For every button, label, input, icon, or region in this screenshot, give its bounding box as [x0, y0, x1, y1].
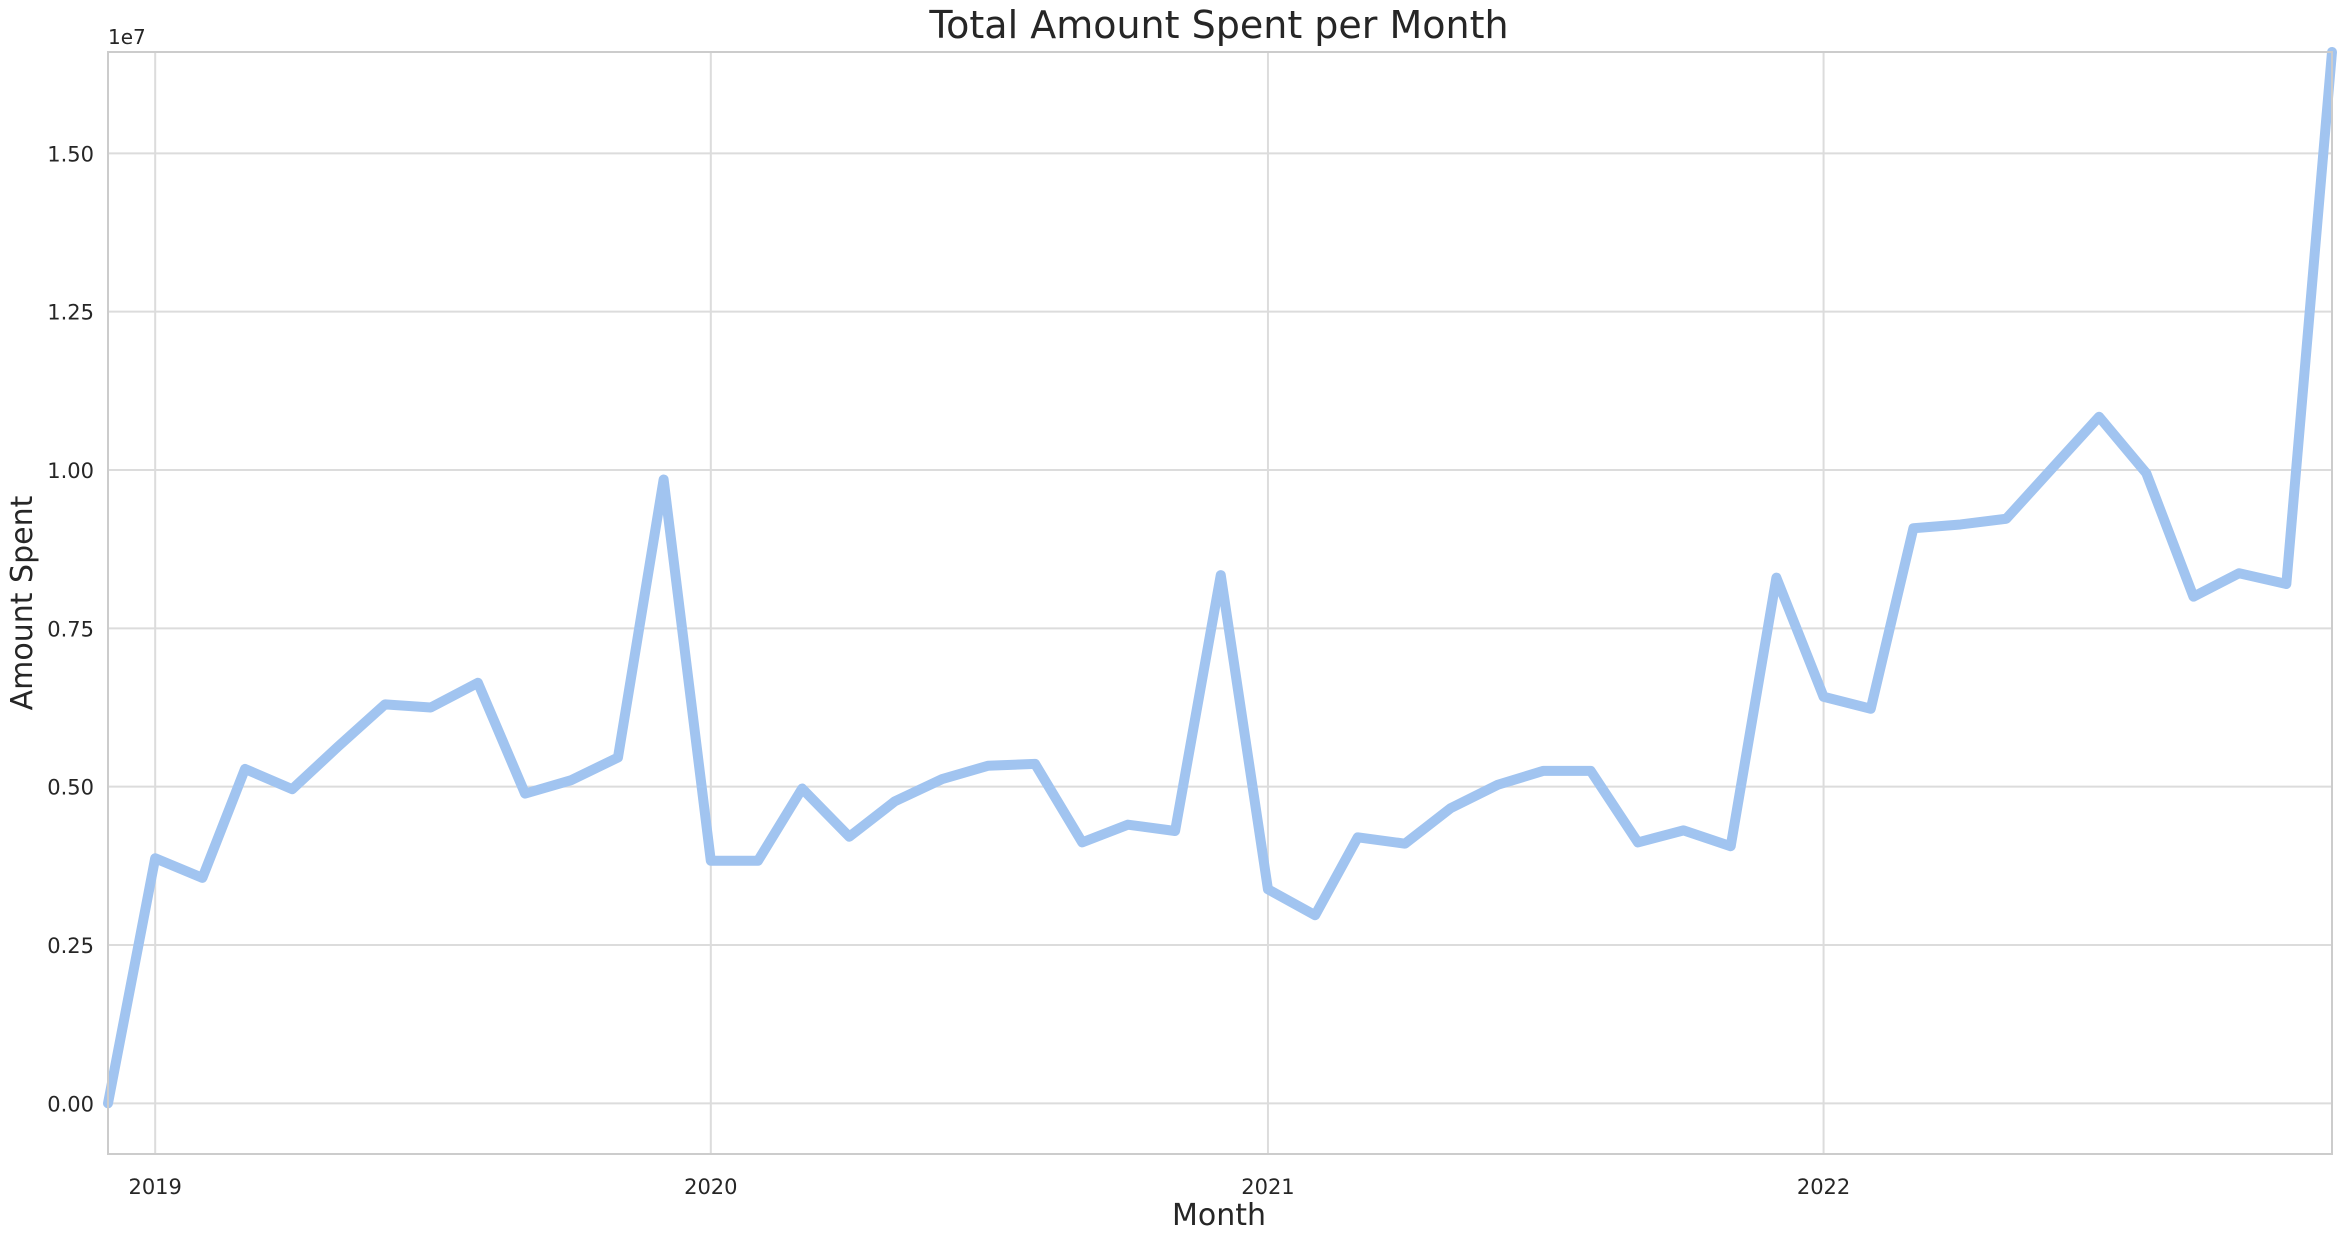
data-point — [890, 796, 900, 806]
data-point — [613, 753, 623, 763]
data-point — [1679, 825, 1689, 835]
data-point — [426, 703, 436, 712]
data-point — [1633, 837, 1643, 847]
y-tick-label: 0.00 — [47, 1092, 94, 1116]
data-point — [753, 856, 763, 866]
chart-title: Total Amount Spent per Month — [928, 3, 1508, 47]
grid-layer — [108, 52, 2332, 1154]
data-point — [844, 832, 854, 842]
x-axis-label: Month — [1172, 1198, 1266, 1233]
data-point — [797, 784, 807, 794]
y-tick-label: 1.25 — [47, 301, 94, 325]
data-point — [1538, 766, 1548, 776]
data-point — [1771, 573, 1781, 583]
data-point — [197, 873, 207, 883]
data-point — [473, 678, 483, 688]
data-point — [1216, 570, 1226, 580]
data-point — [2141, 468, 2151, 478]
data-point — [2048, 462, 2058, 472]
data-point — [659, 475, 669, 484]
data-point — [1170, 826, 1180, 836]
x-tick-label: 2020 — [684, 1175, 737, 1199]
data-point — [1956, 519, 1966, 529]
data-point — [2094, 412, 2104, 422]
y-offset-label: 1e7 — [108, 25, 146, 49]
data-point — [1400, 839, 1410, 849]
data-point — [1819, 692, 1829, 702]
data-point — [937, 774, 947, 784]
axes-frame — [107, 51, 2333, 1155]
tick-layer: 0.00 0.25 0.50 0.75 1.00 1.25 1.50 2019 2020 2021… — [47, 142, 1850, 1199]
data-point — [380, 699, 390, 709]
data-point — [1908, 523, 1918, 533]
data-point — [1123, 820, 1133, 830]
data-point — [2188, 592, 2198, 602]
data-point — [2001, 514, 2011, 524]
data-point — [1493, 780, 1503, 790]
data-point — [1726, 841, 1736, 851]
data-point — [2234, 568, 2244, 578]
data-point — [983, 761, 993, 771]
line-layer — [103, 47, 2337, 1109]
x-tick-label: 2021 — [1241, 1175, 1294, 1199]
x-tick-label: 2019 — [128, 1175, 181, 1199]
data-point — [1446, 803, 1456, 813]
y-tick-label: 0.25 — [47, 934, 94, 958]
data-point — [1310, 910, 1320, 920]
data-point — [2281, 579, 2291, 589]
data-point — [333, 742, 343, 752]
frame-layer — [107, 51, 2333, 1155]
data-point — [287, 784, 297, 794]
data-point — [1866, 704, 1876, 714]
data-point — [1030, 759, 1040, 769]
data-point — [150, 853, 160, 863]
y-tick-label: 1.00 — [47, 459, 94, 483]
data-point — [1263, 884, 1273, 894]
data-point — [706, 856, 716, 866]
data-point — [1586, 766, 1596, 776]
data-point — [1077, 837, 1087, 847]
y-tick-label: 1.50 — [47, 142, 94, 166]
y-tick-label: 0.75 — [47, 617, 94, 641]
data-point — [520, 789, 530, 799]
y-axis-label: Amount Spent — [5, 495, 40, 710]
y-tick-label: 0.50 — [47, 776, 94, 800]
data-point — [566, 775, 576, 785]
x-tick-label: 2022 — [1797, 1175, 1850, 1199]
data-point — [1353, 832, 1363, 842]
data-point — [240, 764, 250, 774]
